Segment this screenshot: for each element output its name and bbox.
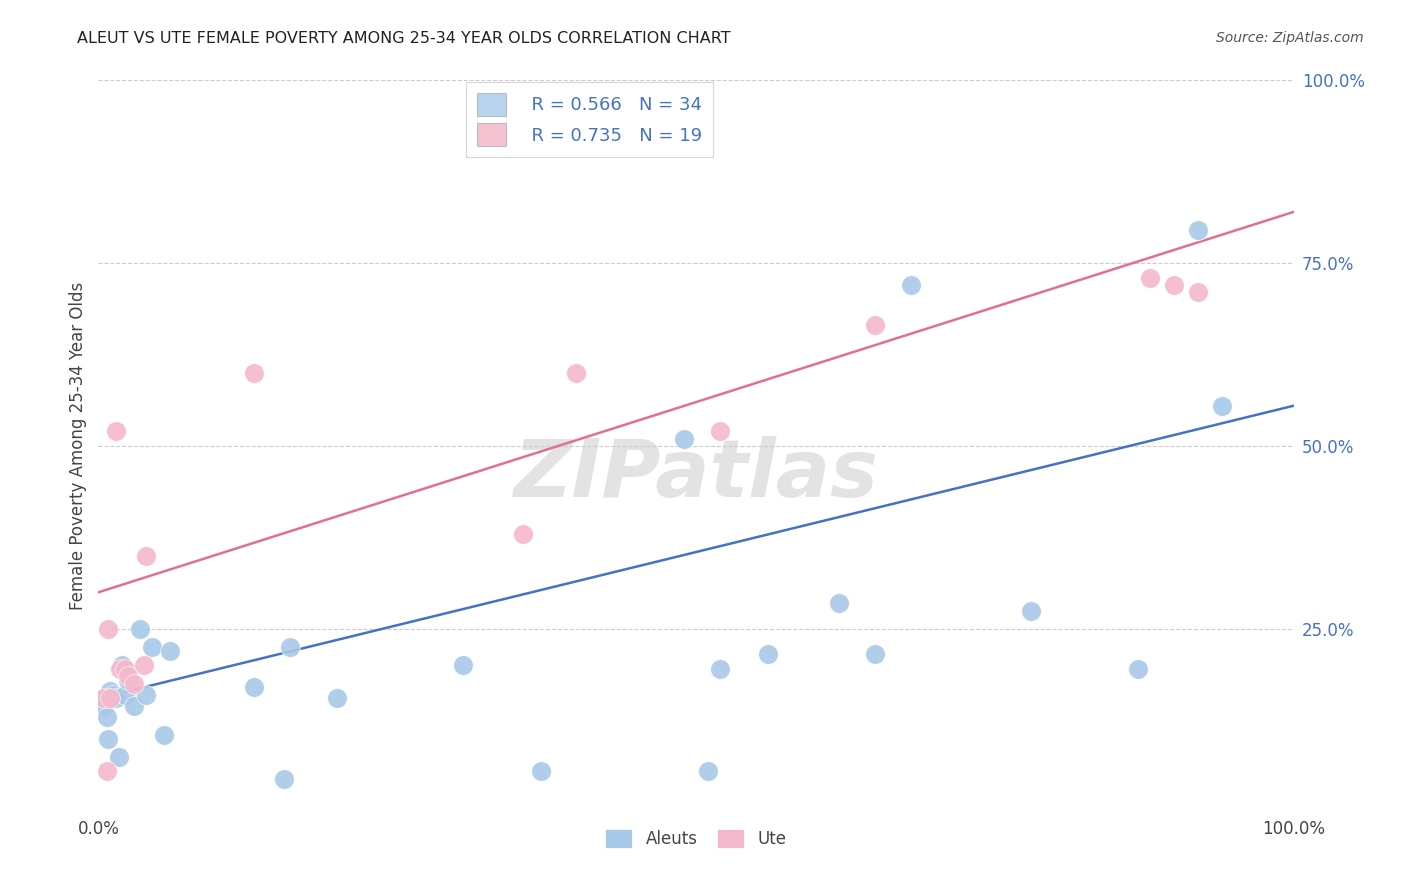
Point [132,658,155,673]
Point [1139,270,1161,285]
Point [756,648,779,662]
Point [828,596,851,610]
Point [512,526,534,541]
Point [141,640,163,655]
Point [93,691,115,706]
Point [159,644,181,658]
Point [709,425,731,439]
Point [1187,223,1209,237]
Point [129,622,152,636]
Point [673,432,696,446]
Point [278,640,301,655]
Point [98,684,122,698]
Point [105,691,128,706]
Point [98,691,122,706]
Point [153,728,176,742]
Point [326,691,349,706]
Point [1019,603,1042,617]
Point [865,318,887,333]
Point [117,673,139,687]
Point [135,549,157,563]
Point [114,688,136,702]
Text: Source: ZipAtlas.com: Source: ZipAtlas.com [1216,31,1364,45]
Text: ALEUT VS UTE FEMALE POVERTY AMONG 25-34 YEAR OLDS CORRELATION CHART: ALEUT VS UTE FEMALE POVERTY AMONG 25-34 … [77,31,731,46]
Point [107,749,129,764]
Point [1128,662,1150,676]
Point [451,658,474,673]
Point [96,709,118,723]
Point [105,425,128,439]
Point [93,691,115,706]
Point [243,366,266,380]
Point [111,658,134,673]
Point [1211,399,1233,413]
Point [1163,278,1185,293]
Point [114,662,136,676]
Point [97,731,120,746]
Text: ZIPatlas: ZIPatlas [513,436,879,515]
Point [273,772,295,786]
Point [101,688,124,702]
Point [108,662,131,676]
Point [1187,285,1209,300]
Point [93,698,115,713]
Point [565,366,588,380]
Point [97,622,120,636]
Point [124,698,146,713]
Point [900,278,922,293]
Point [124,676,146,690]
Point [243,681,266,695]
Legend: Aleuts, Ute: Aleuts, Ute [599,822,793,855]
Point [709,662,731,676]
Point [135,688,157,702]
Point [117,669,139,683]
Y-axis label: Female Poverty Among 25-34 Year Olds: Female Poverty Among 25-34 Year Olds [69,282,87,610]
Point [865,648,887,662]
Point [96,764,118,779]
Point [697,764,720,779]
Point [530,764,553,779]
